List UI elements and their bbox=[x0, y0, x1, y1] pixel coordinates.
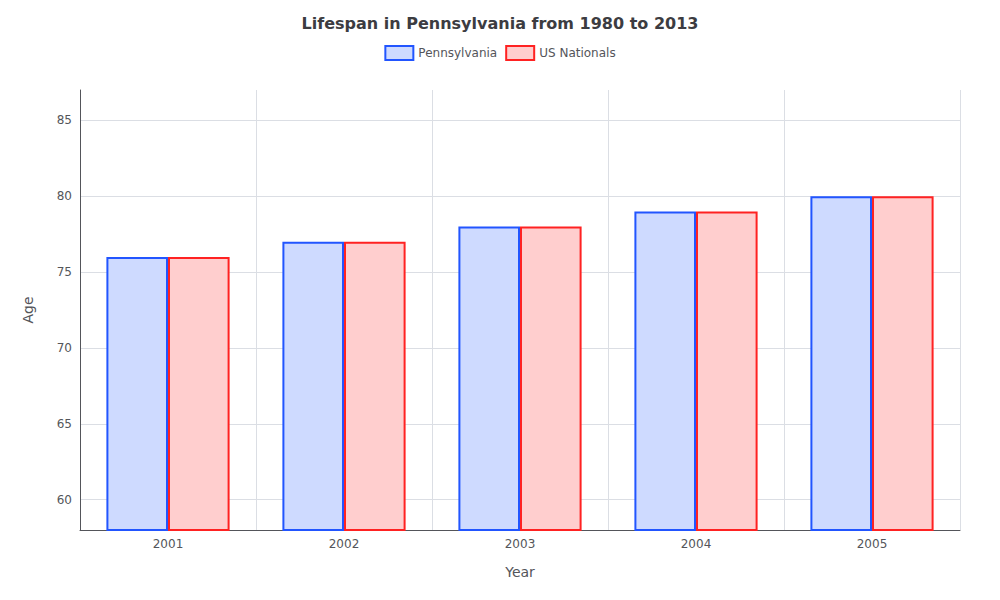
svg-text:Lifespan in Pennsylvania from: Lifespan in Pennsylvania from 1980 to 20… bbox=[302, 14, 699, 33]
svg-text:75: 75 bbox=[57, 265, 72, 279]
svg-text:US Nationals: US Nationals bbox=[539, 46, 615, 60]
svg-text:65: 65 bbox=[57, 417, 72, 431]
svg-text:Year: Year bbox=[504, 564, 535, 580]
svg-text:80: 80 bbox=[57, 189, 72, 203]
svg-text:2005: 2005 bbox=[857, 537, 888, 551]
svg-text:Age: Age bbox=[20, 296, 36, 323]
svg-text:70: 70 bbox=[57, 341, 72, 355]
svg-text:2004: 2004 bbox=[681, 537, 712, 551]
svg-text:2003: 2003 bbox=[505, 537, 536, 551]
svg-text:2002: 2002 bbox=[329, 537, 360, 551]
svg-text:2001: 2001 bbox=[153, 537, 184, 551]
svg-text:60: 60 bbox=[57, 493, 72, 507]
svg-text:Pennsylvania: Pennsylvania bbox=[418, 46, 497, 60]
svg-text:85: 85 bbox=[57, 113, 72, 127]
